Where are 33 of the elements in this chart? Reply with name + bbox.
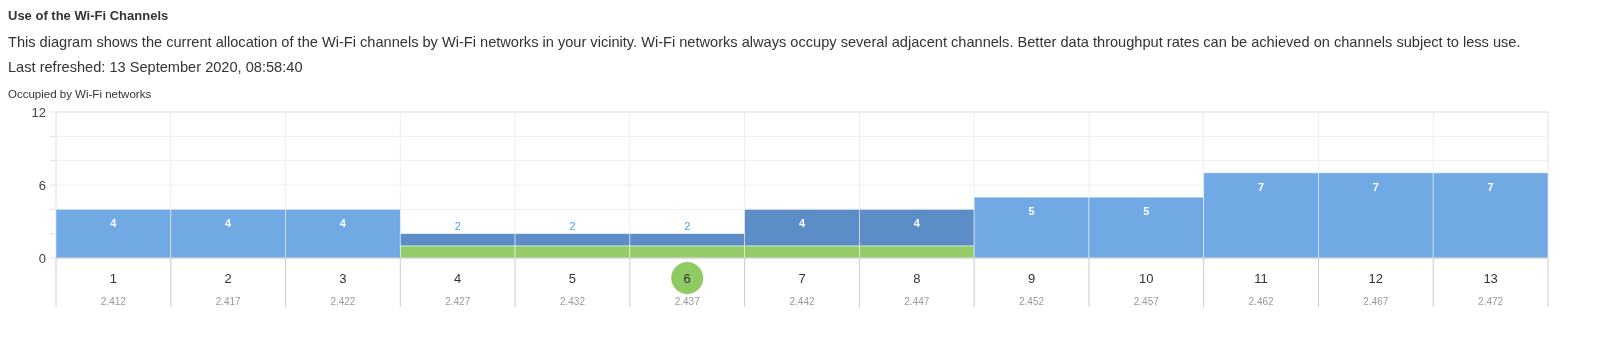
y-tick-label: 0 — [38, 250, 46, 266]
total-label: 2 — [454, 219, 461, 232]
total-label: 2 — [684, 219, 691, 232]
text: Last refreshed: 13 September 2020, 08:58:40 — [8, 59, 303, 75]
total-label: 4 — [110, 217, 118, 230]
total-label: 7 — [1372, 180, 1379, 193]
chart-subtitle: This diagram shows the current allocation of the Wi-Fi channels by Wi-Fi networks in your vicinity. Wi-Fi networks always occupy several adjacent channels. Better data throughput rates can be achieved on channels subject to less use. — [8, 34, 1521, 50]
y-axis-title: Occupied by Wi-Fi networks — [8, 88, 152, 100]
total-label: 4 — [339, 217, 347, 230]
total-label: 5 — [1143, 205, 1150, 218]
x-tick-label: 10 2.457 — [1133, 270, 1160, 307]
x-tick-label: 12 2.467 — [1363, 270, 1389, 307]
x-tick-label: 13 2.472 — [1478, 270, 1504, 307]
total-label: 4 — [913, 217, 921, 230]
x-tick-label: 11 2.462 — [1248, 270, 1275, 307]
total-label: 7 — [1487, 180, 1494, 193]
x-tick-label: 5 2.432 — [559, 270, 586, 307]
x-tick-label: 2 2.417 — [215, 270, 242, 307]
total-label: 5 — [1028, 205, 1035, 218]
total-label: 7 — [1258, 180, 1265, 193]
total-label: 4 — [225, 217, 233, 230]
chart-title: Use of the Wi-Fi Channels — [8, 8, 169, 23]
x-tick-label: 6 2.437 — [674, 270, 701, 307]
y-tick-label: 6 — [38, 177, 46, 193]
x-tick-label: 1 2.412 — [100, 270, 127, 307]
x-tick-label: 4 2.427 — [445, 270, 471, 307]
y-tick-label: 12 — [31, 104, 46, 120]
x-tick-label: 3 2.422 — [330, 270, 356, 307]
x-tick-label: 8 2.447 — [904, 270, 930, 307]
x-tick-label: 9 2.452 — [1019, 270, 1045, 307]
x-tick-label: 7 2.442 — [789, 270, 815, 307]
total-label: 4 — [798, 217, 806, 230]
total-label: 2 — [569, 219, 576, 232]
